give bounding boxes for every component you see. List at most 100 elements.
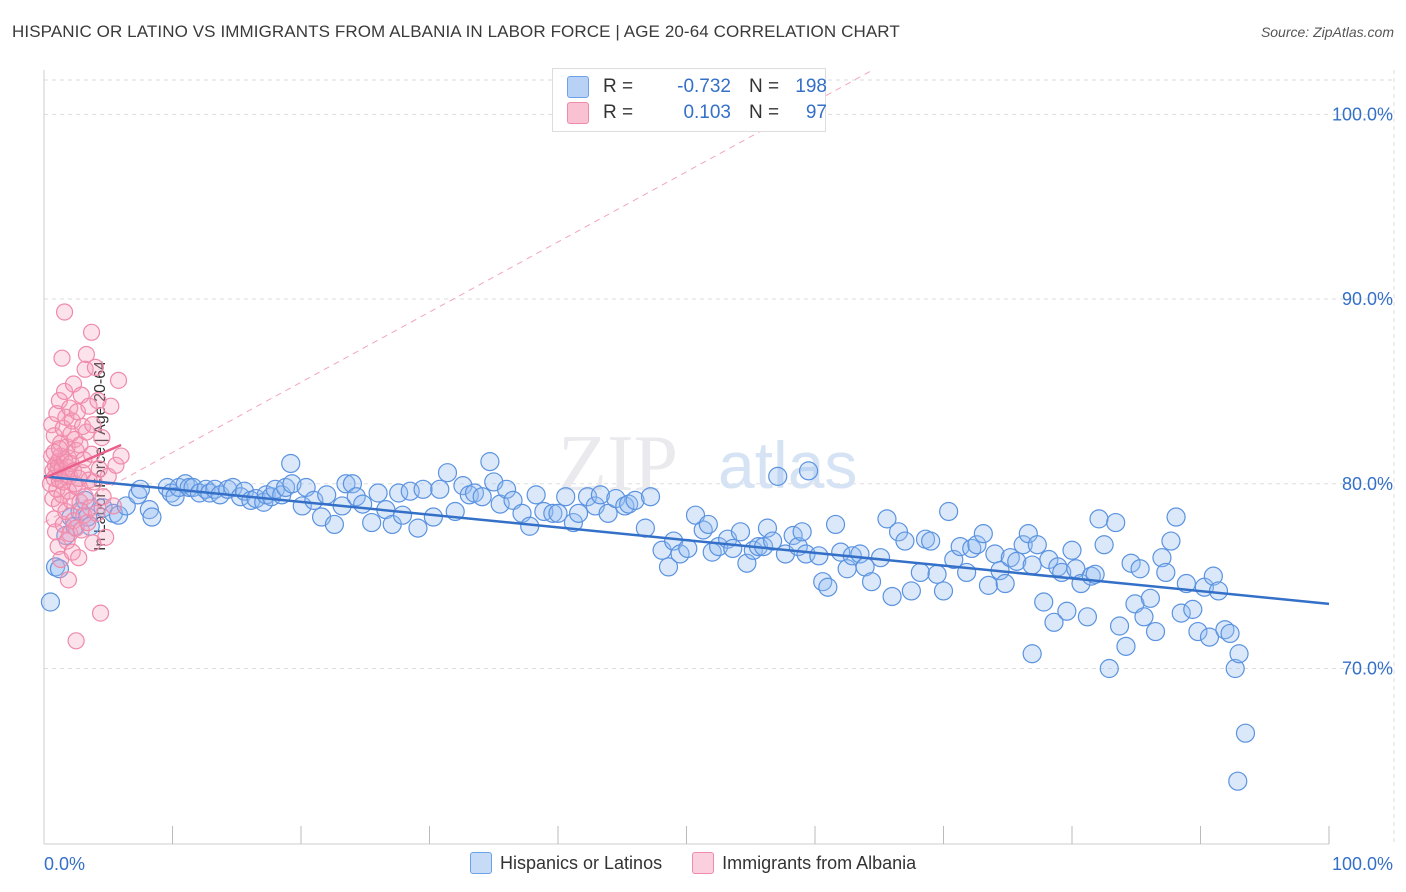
point-hispanics xyxy=(336,474,356,494)
point-albania xyxy=(84,416,102,434)
point-hispanics xyxy=(1013,535,1033,555)
legend-item-hispanics[interactable]: Hispanics or Latinos xyxy=(470,852,662,874)
point-hispanics xyxy=(1022,555,1042,575)
point-albania xyxy=(84,534,102,552)
point-hispanics xyxy=(1228,771,1248,791)
point-hispanics xyxy=(497,479,517,499)
point-hispanics xyxy=(430,479,450,499)
point-hispanics xyxy=(1152,548,1172,568)
stats-r-value: -0.732 xyxy=(677,76,731,97)
point-albania xyxy=(88,504,106,522)
point-hispanics xyxy=(927,564,947,584)
point-hispanics xyxy=(548,503,568,523)
point-hispanics xyxy=(275,477,296,498)
point-hispanics xyxy=(165,487,185,507)
point-hispanics xyxy=(169,477,189,498)
y-tick-label: 80.0% xyxy=(1342,474,1393,494)
point-hispanics xyxy=(619,494,639,514)
point-hispanics xyxy=(895,531,915,551)
point-hispanics xyxy=(543,503,563,523)
point-albania xyxy=(55,303,74,321)
point-hispanics xyxy=(1134,607,1154,627)
point-albania xyxy=(89,392,107,410)
point-hispanics xyxy=(877,509,897,529)
point-albania xyxy=(53,349,71,367)
point-hispanics xyxy=(1094,535,1114,555)
point-hispanics xyxy=(437,463,458,483)
point-hispanics xyxy=(910,562,930,583)
point-hispanics xyxy=(901,581,921,601)
point-hispanics xyxy=(281,453,301,474)
x-tick-label: 100.0% xyxy=(1332,854,1393,874)
point-hispanics xyxy=(698,514,718,535)
legend-swatch-hispanics xyxy=(470,852,492,874)
reference-line xyxy=(43,69,874,524)
point-hispanics xyxy=(813,572,833,592)
point-hispanics xyxy=(139,500,159,520)
point-hispanics xyxy=(730,522,751,542)
point-albania xyxy=(67,632,85,650)
point-hispanics xyxy=(1007,551,1027,571)
stats-n-value: 198 xyxy=(795,76,827,97)
point-albania xyxy=(86,358,105,377)
point-hispanics xyxy=(1027,535,1047,555)
y-tick-label: 100.0% xyxy=(1332,104,1393,124)
point-hispanics xyxy=(1235,723,1256,743)
point-hispanics xyxy=(1145,621,1166,642)
source-label: Source: ZipAtlas.com xyxy=(1260,24,1394,40)
point-hispanics xyxy=(1121,553,1141,573)
point-albania xyxy=(80,397,98,415)
point-albania xyxy=(59,571,78,589)
stats-swatch-albania xyxy=(567,102,589,124)
point-hispanics xyxy=(1140,588,1160,608)
stats-n-label: N = xyxy=(749,102,780,123)
point-hispanics xyxy=(392,505,413,525)
point-hispanics xyxy=(1106,512,1126,533)
point-hispanics xyxy=(423,507,443,527)
point-hispanics xyxy=(1022,644,1042,664)
legend-item-albania[interactable]: Immigrants from Albania xyxy=(692,852,916,874)
y-tick-label: 70.0% xyxy=(1342,659,1393,679)
chart-title: HISPANIC OR LATINO VS IMMIGRANTS FROM AL… xyxy=(12,22,900,41)
point-hispanics xyxy=(768,466,788,486)
point-hispanics xyxy=(978,575,999,595)
tick-labels: 70.0% 80.0% 90.0% 100.0% 0.0% 100.0% xyxy=(44,104,1393,874)
point-hispanics xyxy=(798,461,819,481)
point-hispanics xyxy=(1099,658,1119,679)
point-albania xyxy=(112,447,130,465)
point-hispanics xyxy=(1089,509,1109,529)
point-hispanics xyxy=(882,586,902,607)
point-hispanics xyxy=(1034,592,1054,612)
watermark-text: ZIP xyxy=(558,420,678,508)
point-hispanics xyxy=(1062,540,1082,560)
point-albania xyxy=(97,528,115,546)
chart-legend: Hispanics or Latinos Immigrants from Alb… xyxy=(470,852,916,874)
point-hispanics xyxy=(818,577,838,597)
point-albania xyxy=(76,488,94,506)
point-hispanics xyxy=(413,479,433,499)
point-albania xyxy=(91,604,110,622)
point-hispanics xyxy=(1085,564,1105,584)
point-hispanics xyxy=(480,452,500,472)
point-hispanics xyxy=(1171,603,1191,623)
point-hispanics xyxy=(362,512,382,533)
point-hispanics xyxy=(1220,623,1240,644)
stats-n-value: 97 xyxy=(805,102,827,123)
stats-r-label: R = xyxy=(603,76,634,97)
point-albania xyxy=(79,513,97,532)
point-hispanics xyxy=(1215,620,1235,640)
point-albania xyxy=(48,404,66,423)
point-hispanics xyxy=(346,487,366,507)
point-hispanics xyxy=(693,520,713,540)
point-albania xyxy=(50,440,69,458)
stats-swatch-hispanics xyxy=(567,76,589,98)
point-hispanics xyxy=(1116,636,1136,656)
legend-swatch-albania xyxy=(692,852,715,874)
point-hispanics xyxy=(353,494,373,514)
series-albania-points xyxy=(41,303,130,650)
point-hispanics xyxy=(792,522,812,542)
point-hispanics xyxy=(1130,559,1150,579)
point-hispanics xyxy=(116,496,136,516)
point-albania xyxy=(70,549,88,567)
